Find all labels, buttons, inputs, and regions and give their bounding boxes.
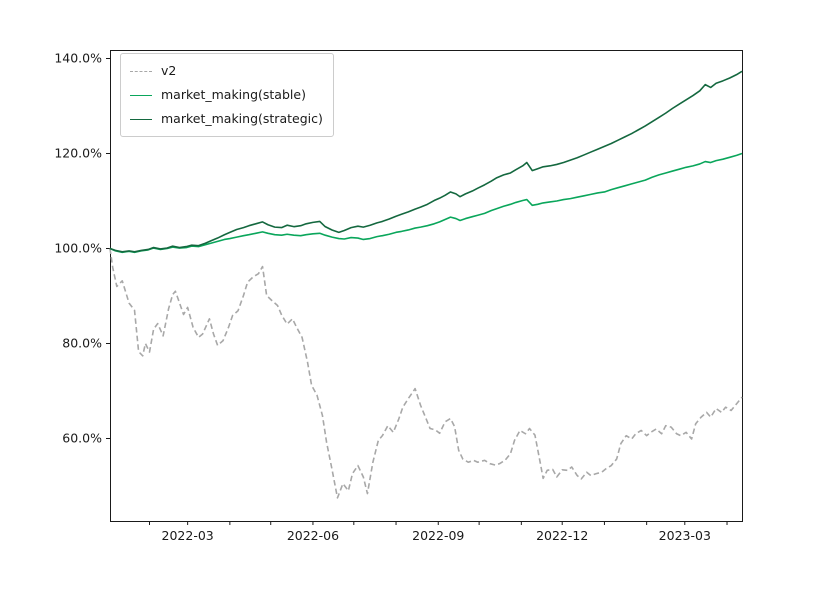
plot-border [110,50,743,522]
y-tick-label: 140.0% [54,51,102,66]
series-line-market-making-stable- [109,152,743,254]
series-line-v2 [109,248,743,499]
series-line-market-making-strategic- [109,70,743,253]
x-tick-label: 2022-03 [162,528,214,543]
legend-line-swatch [130,70,152,72]
legend-item-market-making-stable-: market_making(stable) [130,83,323,107]
legend-line-swatch [130,94,152,96]
legend: v2 market_making(stable) market_making(str… [120,53,334,137]
legend-item-market-making-strategic-: market_making(strategic) [130,107,323,131]
legend-label: market_making(strategic) [161,110,323,126]
y-tick-label: 120.0% [54,146,102,161]
legend-item-v2: v2 [130,59,323,83]
y-tick-label: 80.0% [62,336,102,351]
legend-label: market_making(stable) [161,86,306,102]
legend-label: v2 [161,62,177,78]
y-tick-label: 100.0% [54,241,102,256]
x-tick-label: 2023-03 [659,528,711,543]
x-tick-label: 2022-09 [412,528,464,543]
x-tick-label: 2022-12 [536,528,588,543]
legend-line-swatch [130,118,152,120]
y-tick-label: 60.0% [62,431,102,446]
x-tick-label: 2022-06 [287,528,339,543]
